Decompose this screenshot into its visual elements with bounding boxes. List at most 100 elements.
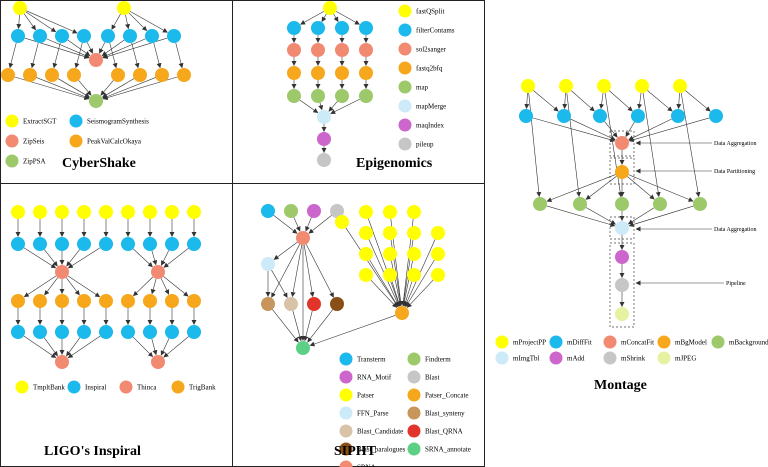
workflow-edge — [151, 338, 158, 356]
epigenomics-node-map — [287, 89, 301, 103]
workflow-edge — [333, 13, 339, 22]
workflow-edge — [44, 249, 58, 267]
sipht-legend-swatch — [407, 442, 421, 456]
montage-title: Montage — [594, 378, 647, 393]
ligo-node-inspiral — [121, 237, 135, 251]
workflow-edge — [403, 281, 413, 307]
workflow-edge — [562, 92, 568, 110]
workflow-edge — [273, 215, 298, 234]
epigenomics-node-mapmerge — [317, 110, 331, 124]
montage-legend-swatch — [711, 335, 725, 349]
sipht-legend-swatch — [339, 424, 353, 438]
workflow-edge — [609, 90, 633, 112]
workflow-edge — [67, 39, 91, 56]
sipht-node-input — [284, 204, 298, 218]
epigenomics-legend-swatch — [398, 137, 412, 151]
montage-node-mjpeg — [615, 307, 629, 321]
montage-node-mdifffit — [557, 109, 571, 123]
ligo-node-tmpltbank — [187, 205, 201, 219]
workflow-edge — [150, 278, 157, 295]
ligo-node-inspiral — [55, 325, 69, 339]
montage-dashed-box — [609, 242, 635, 328]
sipht-legend-swatch — [339, 406, 353, 420]
ligo-node-trigbank — [77, 294, 91, 308]
sipht-legend-swatch — [339, 352, 353, 366]
workflow-edge — [57, 78, 90, 98]
sipht-legend-label: Blast_paralogues — [357, 446, 405, 454]
workflow-edge — [111, 13, 121, 30]
ligo-legend-label: Thinca — [137, 384, 157, 392]
workflow-edge — [160, 338, 170, 356]
ligo-node-inspiral — [77, 325, 91, 339]
sipht-legend-swatch — [407, 352, 421, 366]
workflow-edge — [642, 92, 661, 198]
epigenomics-legend-label: map — [416, 84, 429, 92]
sipht-legend-swatch — [339, 442, 353, 456]
cybershake-node-seismogramsynthesis — [123, 29, 137, 43]
epigenomics-legend-label: sol2sanger — [416, 46, 447, 54]
sipht-legend-swatch — [407, 388, 421, 402]
workflow-edge — [102, 38, 146, 58]
montage-legend-label: mShrink — [621, 355, 646, 363]
epigenomics-legend-label: mapMerge — [416, 103, 446, 111]
workflow-edge — [405, 259, 435, 308]
ligo-legend-swatch — [67, 380, 81, 394]
sipht-legend-swatch — [339, 388, 353, 402]
ligo-node-inspiral — [55, 237, 69, 251]
ligo-legend-label: Inspiral — [85, 384, 106, 392]
workflow-edge — [132, 248, 153, 268]
sipht-node-blast-variant — [284, 297, 298, 311]
workflow-edge — [300, 11, 325, 25]
sipht-legend-label: FFN_Parse — [357, 410, 389, 418]
workflow-edge — [67, 275, 101, 298]
workflow-edge — [23, 13, 36, 31]
montage-node-mbackground — [573, 197, 587, 211]
workflow-edge — [30, 42, 39, 69]
sipht-node-patser — [407, 268, 421, 282]
ligo-node-tmpltbank — [11, 205, 25, 219]
workflow-edge — [25, 11, 57, 33]
montage-node-madd — [615, 250, 629, 264]
workflow-edge — [78, 80, 92, 96]
montage-node-mdifffit — [671, 109, 685, 123]
sipht-node-patser — [383, 268, 397, 282]
workflow-edge — [290, 244, 303, 298]
cybershake-node-seismogramsynthesis — [55, 29, 69, 43]
montage-legend-label: mConcatFit — [621, 339, 654, 347]
workflow-edge — [321, 13, 327, 22]
montage-legend-label: mImgTbl — [513, 355, 539, 363]
cybershake-node-seismogramsynthesis — [145, 29, 159, 43]
sipht-node-patser — [359, 205, 373, 219]
ligo-node-tmpltbank — [121, 205, 135, 219]
workflow-edge — [303, 310, 313, 342]
ligo-node-thinca — [151, 355, 165, 369]
workflow-edge — [131, 42, 140, 69]
montage-node-mimgtbl — [615, 221, 629, 235]
workflow-edge — [391, 281, 401, 307]
ligo-node-inspiral — [99, 325, 113, 339]
epigenomics-node-sol2sanger — [359, 43, 373, 57]
cybershake-node-peakvalcalcokaya — [23, 68, 37, 82]
ligo-node-inspiral — [77, 237, 91, 251]
workflow-edge — [272, 309, 299, 343]
workflow-edge — [36, 77, 90, 99]
cybershake-node-seismogramsynthesis — [11, 29, 25, 43]
cybershake-node-seismogramsynthesis — [33, 29, 47, 43]
workflow-edge — [163, 248, 189, 268]
workflow-edge — [370, 279, 398, 308]
workflow-edge — [524, 92, 530, 110]
epigenomics-legend-swatch — [398, 23, 412, 37]
workflow-edge — [680, 92, 701, 198]
ligo-node-tmpltbank — [77, 205, 91, 219]
workflow-edge — [24, 37, 90, 59]
ligo-node-trigbank — [99, 294, 113, 308]
workflow-edge — [391, 260, 403, 307]
montage-node-mdifffit — [593, 109, 607, 123]
workflow-edge — [330, 98, 360, 114]
sipht-node-blast-variant — [261, 297, 275, 311]
epigenomics-legend-label: filterContams — [416, 27, 455, 35]
workflow-edge — [52, 42, 61, 69]
workflow-nodes — [1, 1, 723, 369]
ligo-node-tmpltbank — [99, 205, 113, 219]
workflow-edge — [67, 335, 101, 359]
